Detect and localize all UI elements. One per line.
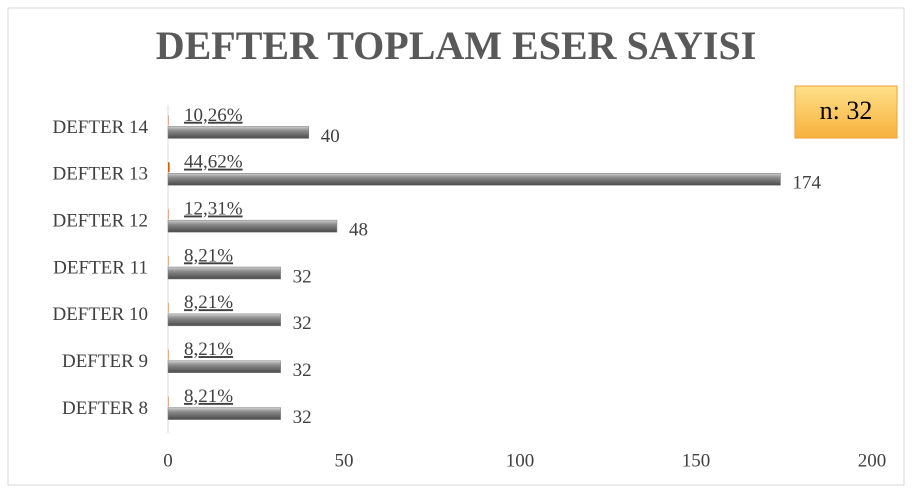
y-tick-label: DEFTER 12 — [52, 211, 148, 232]
y-tick-label: DEFTER 14 — [52, 117, 148, 138]
y-tick-label: DEFTER 10 — [52, 304, 148, 325]
data-label: 8,21% — [184, 245, 233, 266]
bar — [167, 313, 281, 327]
annotation-box — [794, 85, 898, 139]
data-label: 32 — [293, 313, 312, 334]
bar — [168, 162, 170, 173]
chart-title: DEFTER TOPLAM ESER SAYISI — [156, 23, 757, 68]
x-tick-label: 100 — [506, 450, 535, 471]
data-label: 8,21% — [184, 386, 233, 407]
bar — [168, 396, 169, 407]
x-tick-label: 200 — [858, 450, 887, 471]
bar — [168, 115, 169, 126]
chart-border — [7, 7, 905, 486]
data-label: 10,26% — [184, 105, 243, 126]
bar — [168, 209, 169, 220]
data-label: 32 — [293, 266, 312, 287]
bar — [167, 407, 281, 420]
x-tick-label: 50 — [335, 450, 354, 471]
bar — [168, 256, 169, 266]
bar — [167, 266, 281, 280]
data-label: 8,21% — [184, 339, 233, 360]
data-label: 48 — [349, 220, 368, 241]
bar — [168, 349, 169, 360]
y-tick-label: DEFTER 11 — [53, 257, 148, 278]
x-tick-label: 150 — [682, 450, 711, 471]
data-label: 8,21% — [184, 292, 233, 313]
data-label: 40 — [321, 126, 340, 147]
y-tick-label: DEFTER 9 — [62, 351, 148, 372]
data-label: 12,31% — [184, 199, 243, 220]
data-label: 32 — [293, 360, 312, 381]
y-tick-label: DEFTER 8 — [62, 398, 148, 419]
bar — [167, 360, 281, 373]
annotation: n: 32 — [820, 96, 873, 125]
x-tick-label: 0 — [163, 450, 173, 471]
data-label: 32 — [293, 407, 312, 428]
bar — [167, 219, 338, 233]
data-label: 44,62% — [184, 152, 243, 173]
y-tick-label: DEFTER 13 — [52, 164, 148, 185]
bar — [167, 126, 310, 139]
bar — [168, 302, 169, 313]
data-label: 174 — [792, 173, 821, 194]
bar — [167, 173, 781, 186]
